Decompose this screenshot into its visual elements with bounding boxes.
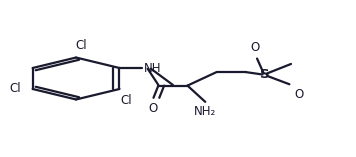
Text: NH: NH bbox=[144, 62, 161, 75]
Text: Cl: Cl bbox=[10, 82, 21, 95]
Text: Cl: Cl bbox=[75, 39, 87, 52]
Text: O: O bbox=[149, 102, 158, 115]
Text: NH₂: NH₂ bbox=[194, 105, 216, 118]
Text: Cl: Cl bbox=[120, 94, 132, 107]
Text: O: O bbox=[251, 41, 260, 54]
Text: S: S bbox=[260, 68, 270, 81]
Text: O: O bbox=[294, 88, 304, 101]
